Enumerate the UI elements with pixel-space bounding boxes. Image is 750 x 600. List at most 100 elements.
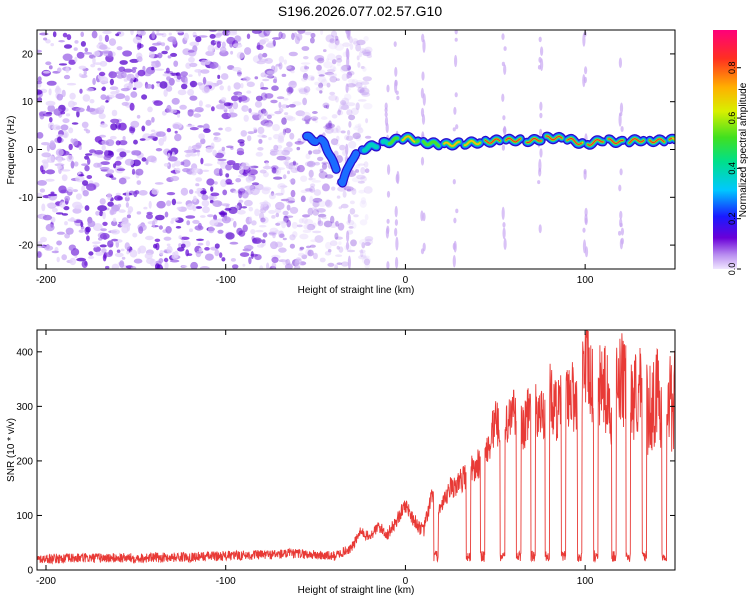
noise-blob <box>301 46 310 51</box>
noise-blob <box>352 132 361 140</box>
noise-blob <box>48 88 52 96</box>
noise-blob <box>92 244 98 248</box>
noise-blob <box>233 82 241 90</box>
noise-streak <box>618 57 623 69</box>
noise-blob <box>221 203 230 207</box>
noise-blob <box>251 188 261 193</box>
noise-blob <box>364 46 373 54</box>
noise-blob <box>99 232 110 240</box>
noise-blob <box>276 155 287 161</box>
noise-streak <box>386 261 390 269</box>
noise-blob <box>330 215 335 224</box>
noise-blob <box>163 163 170 167</box>
noise-blob <box>120 87 130 92</box>
noise-blob <box>204 247 210 251</box>
noise-blob <box>334 264 338 269</box>
noise-blob <box>286 65 296 72</box>
noise-streak <box>582 227 586 233</box>
snr-series-line <box>37 330 675 565</box>
noise-blob <box>275 212 280 218</box>
noise-streak <box>386 218 390 224</box>
noise-blob <box>356 39 366 46</box>
noise-blob <box>357 127 364 134</box>
noise-blob <box>132 159 141 167</box>
noise-blob <box>336 58 343 63</box>
noise-blob <box>205 146 213 153</box>
noise-blob <box>306 160 316 168</box>
noise-streak <box>393 41 397 47</box>
noise-blob <box>285 105 290 108</box>
noise-streak <box>455 208 459 214</box>
noise-streak <box>346 74 350 79</box>
noise-blob <box>334 221 340 227</box>
noise-blob <box>195 142 202 148</box>
noise-blob <box>105 265 110 269</box>
noise-blob <box>327 249 332 253</box>
noise-blob <box>336 262 343 266</box>
noise-blob <box>230 50 234 55</box>
noise-blob <box>51 250 59 254</box>
noise-blob <box>110 118 120 124</box>
noise-blob <box>196 187 203 192</box>
noise-blob <box>298 218 304 224</box>
noise-blob <box>227 31 238 36</box>
noise-streak <box>502 115 506 121</box>
noise-blob <box>141 157 147 162</box>
noise-blob <box>257 147 264 151</box>
noise-blob <box>232 264 239 269</box>
noise-blob <box>37 132 44 139</box>
noise-blob <box>219 212 228 216</box>
noise-blob <box>174 133 182 142</box>
noise-blob <box>180 236 190 240</box>
noise-blob <box>290 70 295 74</box>
noise-blob <box>84 205 90 211</box>
noise-blob <box>361 50 372 55</box>
noise-blob <box>70 138 74 144</box>
noise-blob <box>307 207 314 216</box>
noise-blob <box>224 126 232 132</box>
noise-blob <box>361 92 371 97</box>
noise-blob <box>195 183 200 187</box>
noise-blob <box>37 49 42 53</box>
noise-blob <box>308 150 312 155</box>
noise-blob <box>247 135 252 142</box>
noise-blob <box>259 169 267 174</box>
noise-blob <box>355 169 360 173</box>
noise-blob <box>42 214 53 221</box>
noise-blob <box>220 73 229 80</box>
noise-blob <box>321 216 327 220</box>
noise-blob <box>73 47 78 51</box>
noise-blob <box>297 30 306 34</box>
noise-blob <box>331 114 338 119</box>
noise-blob <box>195 206 203 209</box>
noise-blob <box>348 226 354 229</box>
noise-blob <box>57 67 62 73</box>
noise-blob <box>41 142 50 146</box>
noise-blob <box>231 95 239 102</box>
noise-blob <box>364 135 372 139</box>
colorbar-label: Normalized spectral amplitude <box>738 82 749 217</box>
noise-blob <box>219 168 223 177</box>
noise-blob <box>95 251 104 256</box>
noise-blob <box>175 167 181 174</box>
noise-blob <box>51 124 62 131</box>
noise-blob <box>52 207 58 213</box>
noise-blob <box>318 74 325 77</box>
noise-blob <box>304 31 312 36</box>
noise-blob <box>62 53 73 61</box>
noise-blob <box>225 173 230 178</box>
noise-blob <box>237 139 245 144</box>
noise-blob <box>288 51 298 57</box>
noise-blob <box>357 61 361 68</box>
noise-blob <box>184 149 193 153</box>
noise-blob <box>209 61 219 69</box>
noise-blob <box>336 110 344 116</box>
noise-blob <box>284 112 289 116</box>
noise-blob <box>143 69 152 77</box>
noise-blob <box>346 83 356 88</box>
noise-blob <box>246 33 251 40</box>
noise-blob <box>37 240 43 245</box>
spectrogram-y-ticks: -20 -10 0 10 20 <box>19 49 675 252</box>
noise-blob <box>118 177 127 185</box>
noise-blob <box>292 259 300 267</box>
